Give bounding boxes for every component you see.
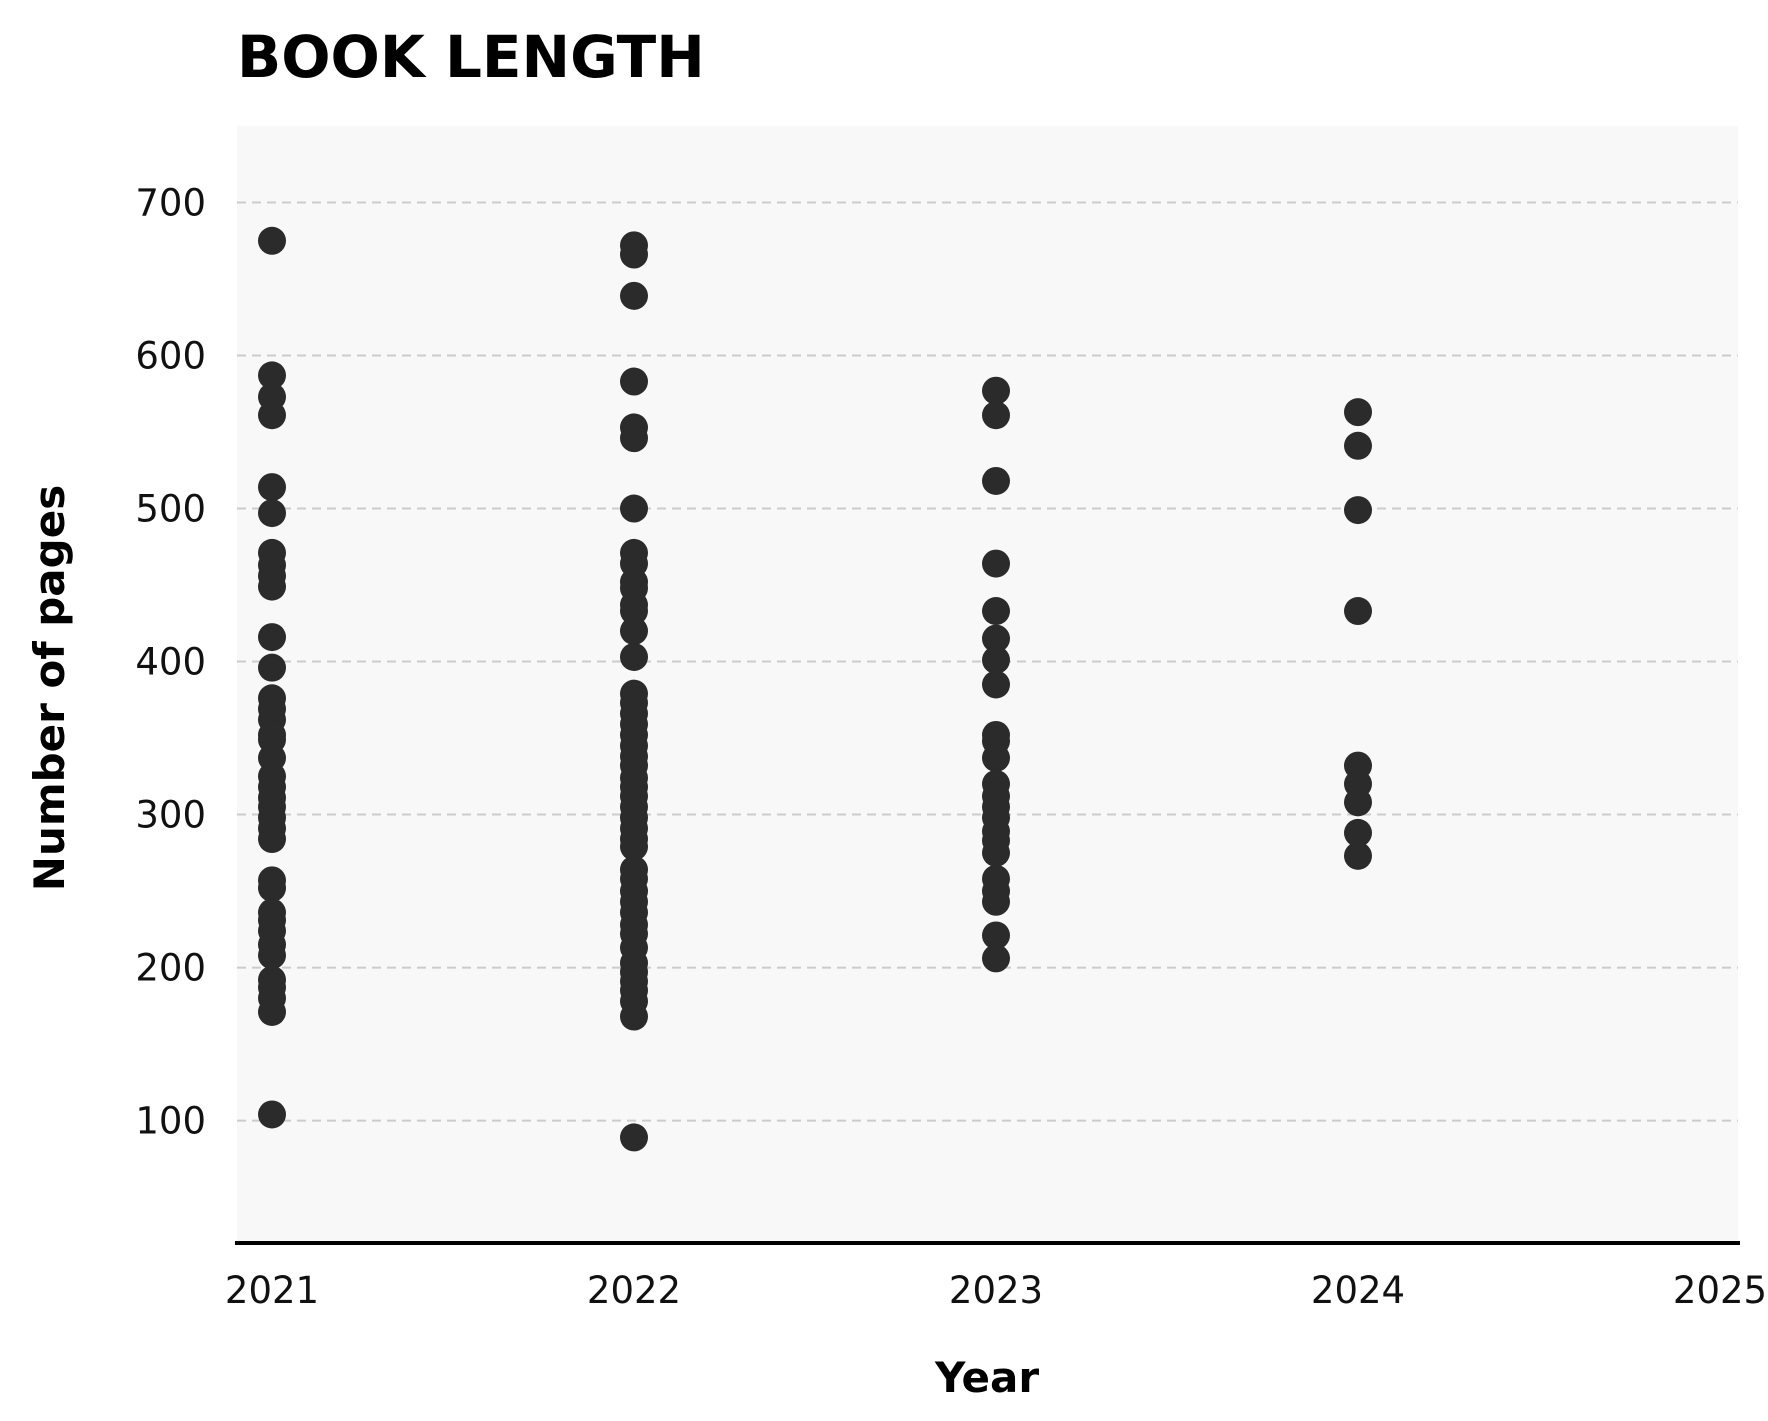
x-tick-label: 2024	[1311, 1269, 1405, 1312]
x-tick-label: 2025	[1673, 1269, 1767, 1312]
data-point-2023	[982, 597, 1010, 626]
data-point-2023	[982, 944, 1010, 973]
data-point-2024	[1344, 496, 1372, 525]
data-point-2022	[620, 367, 648, 396]
y-tick-label: 400	[135, 641, 206, 684]
x-axis-ticks: 2021 2022 2023 2024 2025	[225, 1269, 1767, 1312]
data-point-2022	[620, 494, 648, 523]
y-axis-title: Number of pages	[25, 485, 74, 891]
data-point-2021	[258, 874, 286, 903]
data-point-2023	[982, 743, 1010, 772]
data-point-2021	[258, 401, 286, 430]
data-point-2022	[620, 424, 648, 453]
data-point-2021	[258, 361, 286, 390]
data-point-2022	[620, 240, 648, 269]
y-tick-label: 300	[135, 794, 206, 837]
y-tick-label: 100	[135, 1100, 206, 1143]
data-point-2023	[982, 376, 1010, 405]
x-axis-title: Year	[934, 1353, 1039, 1402]
y-axis-ticks: 100 200 300 400 500 600 700	[135, 182, 206, 1143]
data-point-2024	[1344, 818, 1372, 847]
data-point-2023	[982, 466, 1010, 495]
data-point-2023	[982, 401, 1010, 430]
data-point-2022	[620, 281, 648, 310]
data-point-2023	[982, 921, 1010, 950]
data-point-2023	[982, 549, 1010, 578]
data-point-2024	[1344, 841, 1372, 870]
data-point-2021	[258, 825, 286, 854]
x-tick-label: 2023	[949, 1269, 1043, 1312]
y-tick-label: 600	[135, 335, 206, 378]
data-point-2022	[620, 616, 648, 645]
data-point-2022	[620, 642, 648, 671]
data-point-2021	[258, 572, 286, 601]
data-point-2023	[982, 838, 1010, 867]
data-point-2023	[982, 887, 1010, 916]
data-point-2021	[258, 226, 286, 255]
chart-title: BOOK LENGTH	[237, 23, 705, 91]
data-point-2021	[258, 653, 286, 682]
y-tick-label: 700	[135, 182, 206, 225]
data-point-2022	[620, 597, 648, 626]
data-point-2021	[258, 473, 286, 502]
data-point-2024	[1344, 398, 1372, 427]
data-point-2022	[620, 832, 648, 861]
x-tick-label: 2021	[225, 1269, 319, 1312]
data-point-2024	[1344, 431, 1372, 460]
data-point-2023	[982, 646, 1010, 675]
data-point-2023	[982, 670, 1010, 699]
data-point-2021	[258, 1100, 286, 1129]
data-point-2021	[258, 623, 286, 652]
data-point-2021	[258, 499, 286, 528]
y-tick-label: 500	[135, 488, 206, 531]
x-tick-label: 2022	[587, 1269, 681, 1312]
data-point-2022	[620, 1123, 648, 1152]
data-point-2023	[982, 624, 1010, 653]
data-point-2021	[258, 997, 286, 1026]
data-points	[258, 226, 1372, 1152]
y-tick-label: 200	[135, 947, 206, 990]
data-point-2024	[1344, 788, 1372, 817]
data-point-2024	[1344, 597, 1372, 626]
data-point-2022	[620, 1002, 648, 1031]
data-point-2021	[258, 941, 286, 970]
